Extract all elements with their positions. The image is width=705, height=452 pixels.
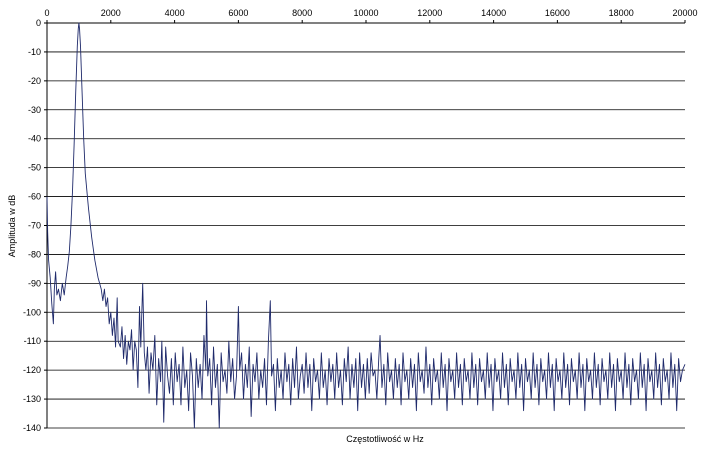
x-tick-label: 18000 xyxy=(609,8,634,18)
y-tick-label: -120 xyxy=(23,365,41,375)
tick-labels: 0 2000 4000 6000 8000 10000 12000 14000 16000 180… xyxy=(23,8,698,433)
x-tick-label: 6000 xyxy=(228,8,248,18)
y-tick-label: -130 xyxy=(23,394,41,404)
axes xyxy=(44,20,686,429)
x-tick-label: 2000 xyxy=(101,8,121,18)
series-layer xyxy=(46,22,686,429)
x-axis-title: Częstotliwość w Hz xyxy=(346,434,424,444)
grid-lines xyxy=(47,22,685,429)
y-tick-label: -40 xyxy=(28,134,41,144)
y-tick-label: -20 xyxy=(28,76,41,86)
y-tick-label: 0 xyxy=(36,18,41,28)
x-tick-label: 20000 xyxy=(672,8,697,18)
y-tick-label: -10 xyxy=(28,47,41,57)
y-tick-label: -60 xyxy=(28,192,41,202)
x-tick-label: 4000 xyxy=(165,8,185,18)
x-tick-label: 14000 xyxy=(481,8,506,18)
y-tick-label: -110 xyxy=(24,336,41,346)
y-tick-label: -90 xyxy=(28,278,41,288)
y-tick-label: -30 xyxy=(28,105,41,115)
x-tick-label: 8000 xyxy=(292,8,312,18)
x-tick-label: 12000 xyxy=(417,8,442,18)
x-tick-label: 10000 xyxy=(353,8,378,18)
y-tick-label: -140 xyxy=(23,423,41,433)
series-line xyxy=(46,22,686,429)
y-tick-label: -80 xyxy=(28,249,41,259)
y-tick-label: -100 xyxy=(23,307,41,317)
x-tick-label: 0 xyxy=(44,8,49,18)
y-tick-label: -70 xyxy=(28,221,41,231)
y-axis-title: Amplituda w dB xyxy=(7,195,17,258)
y-tick-label: -50 xyxy=(28,163,41,173)
x-tick-label: 16000 xyxy=(545,8,570,18)
